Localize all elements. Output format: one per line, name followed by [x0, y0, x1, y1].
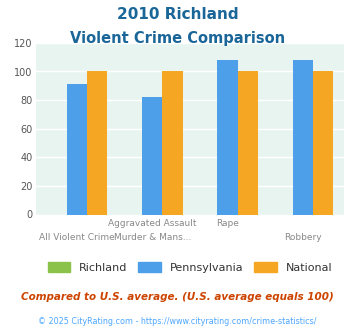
Bar [293, 60, 313, 214]
Text: Robbery: Robbery [284, 233, 322, 242]
Legend: Richland, Pennsylvania, National: Richland, Pennsylvania, National [43, 258, 337, 278]
Bar [87, 72, 108, 214]
Bar [238, 72, 258, 214]
Bar [163, 72, 183, 214]
Text: 2010 Richland: 2010 Richland [117, 7, 238, 21]
Bar [67, 84, 87, 214]
Bar [313, 72, 333, 214]
Text: Rape: Rape [216, 219, 239, 228]
Bar [142, 97, 163, 214]
Text: Compared to U.S. average. (U.S. average equals 100): Compared to U.S. average. (U.S. average … [21, 292, 334, 302]
Bar [217, 60, 238, 214]
Text: All Violent Crime: All Violent Crime [39, 233, 115, 242]
Text: Murder & Mans...: Murder & Mans... [114, 233, 191, 242]
Text: © 2025 CityRating.com - https://www.cityrating.com/crime-statistics/: © 2025 CityRating.com - https://www.city… [38, 317, 317, 326]
Text: Aggravated Assault: Aggravated Assault [108, 219, 197, 228]
Text: Violent Crime Comparison: Violent Crime Comparison [70, 31, 285, 46]
